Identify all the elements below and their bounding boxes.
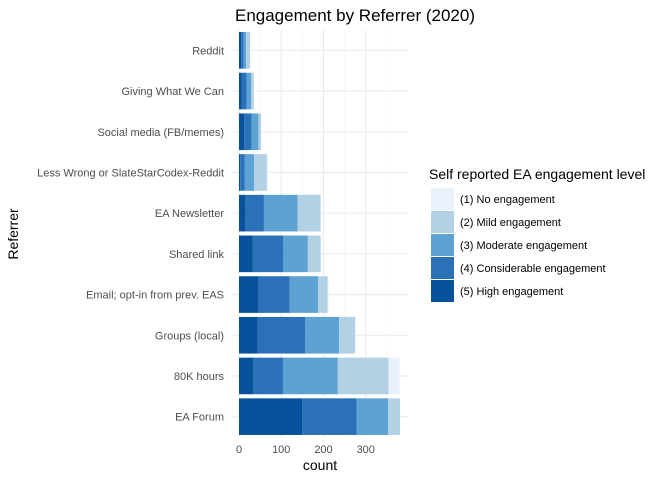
legend: Self reported EA engagement level (1) No… bbox=[429, 166, 645, 302]
bar-segment bbox=[239, 235, 253, 273]
bar-segment bbox=[239, 276, 259, 313]
bar-segment bbox=[356, 398, 389, 435]
bar-segment bbox=[239, 194, 246, 232]
bar-segment bbox=[302, 398, 357, 435]
bar-segment bbox=[297, 194, 321, 232]
category-label: Email; opt-in from prev. EAS bbox=[86, 290, 224, 302]
bar-segment bbox=[252, 235, 284, 273]
bar-segment bbox=[339, 316, 356, 354]
bar-segment bbox=[243, 32, 247, 69]
legend-swatch bbox=[431, 234, 454, 256]
bar-segment bbox=[258, 113, 261, 151]
bar-segment bbox=[289, 276, 319, 313]
category-label: Less Wrong or SlateStarCodex-Reddit bbox=[37, 167, 224, 179]
x-tick-label: 200 bbox=[314, 444, 332, 456]
bar-segment bbox=[282, 357, 338, 395]
bar-segment bbox=[254, 154, 267, 191]
bar-segment bbox=[253, 357, 283, 395]
bar-segment bbox=[244, 154, 255, 191]
category-labels: Reddit Giving What We Can Social media (FB… bbox=[37, 45, 224, 423]
category-label: Shared link bbox=[169, 249, 225, 261]
x-axis-title: count bbox=[303, 457, 337, 473]
bars bbox=[239, 32, 400, 435]
bar-segment bbox=[327, 276, 329, 313]
bar-segment bbox=[245, 194, 264, 232]
category-label: Giving What We Can bbox=[121, 86, 224, 98]
x-tick-label: 0 bbox=[236, 444, 242, 456]
legend-swatch bbox=[431, 211, 454, 233]
bar-segment bbox=[388, 398, 400, 435]
bar-segment bbox=[246, 72, 252, 110]
bar-segment bbox=[239, 113, 245, 151]
bar-segment bbox=[388, 357, 400, 395]
chart-title: Engagement by Referrer (2020) bbox=[235, 6, 475, 25]
legend-label: (3) Moderate engagement bbox=[460, 240, 587, 252]
bar-segment bbox=[307, 235, 321, 273]
category-label: Social media (FB/memes) bbox=[97, 127, 224, 139]
y-axis-title: Referrer bbox=[5, 208, 21, 260]
legend-label: (4) Considerable engagement bbox=[460, 263, 606, 275]
bar-segment bbox=[258, 276, 290, 313]
bar-segment bbox=[266, 154, 269, 191]
bar-segment bbox=[239, 316, 258, 354]
category-label: Groups (local) bbox=[155, 330, 224, 342]
legend-swatch bbox=[431, 257, 454, 279]
bar-segment bbox=[241, 72, 247, 110]
bar-segment bbox=[320, 235, 322, 273]
x-tick-labels: 0 100 200 300 bbox=[236, 444, 375, 456]
bar-segment bbox=[337, 357, 389, 395]
bar-segment bbox=[263, 194, 298, 232]
bar-segment bbox=[241, 32, 244, 69]
bar-segment bbox=[240, 154, 245, 191]
legend-swatch bbox=[431, 188, 454, 210]
legend-label: (2) Mild engagement bbox=[460, 217, 561, 229]
x-tick-label: 100 bbox=[272, 444, 290, 456]
bar-segment bbox=[305, 316, 340, 354]
legend-label: (1) No engagement bbox=[460, 194, 555, 206]
bar-segment bbox=[239, 72, 242, 110]
bar-segment bbox=[251, 72, 254, 110]
bar-segment bbox=[251, 113, 259, 151]
bar-segment bbox=[239, 154, 241, 191]
x-tick-label: 300 bbox=[357, 444, 375, 456]
category-label: EA Forum bbox=[175, 412, 224, 424]
bar-segment bbox=[318, 276, 328, 313]
bar-segment bbox=[244, 113, 252, 151]
bar-segment bbox=[239, 398, 303, 435]
legend-label: (5) High engagement bbox=[460, 286, 563, 298]
bar-segment bbox=[239, 357, 254, 395]
bar-segment bbox=[246, 32, 250, 69]
legend-swatch bbox=[431, 280, 454, 302]
legend-title: Self reported EA engagement level bbox=[429, 166, 645, 182]
category-label: 80K hours bbox=[174, 371, 225, 383]
bar-segment bbox=[257, 316, 306, 354]
bar-segment bbox=[239, 32, 242, 69]
category-label: EA Newsletter bbox=[155, 208, 224, 220]
bar-segment bbox=[283, 235, 308, 273]
category-label: Reddit bbox=[192, 45, 224, 57]
